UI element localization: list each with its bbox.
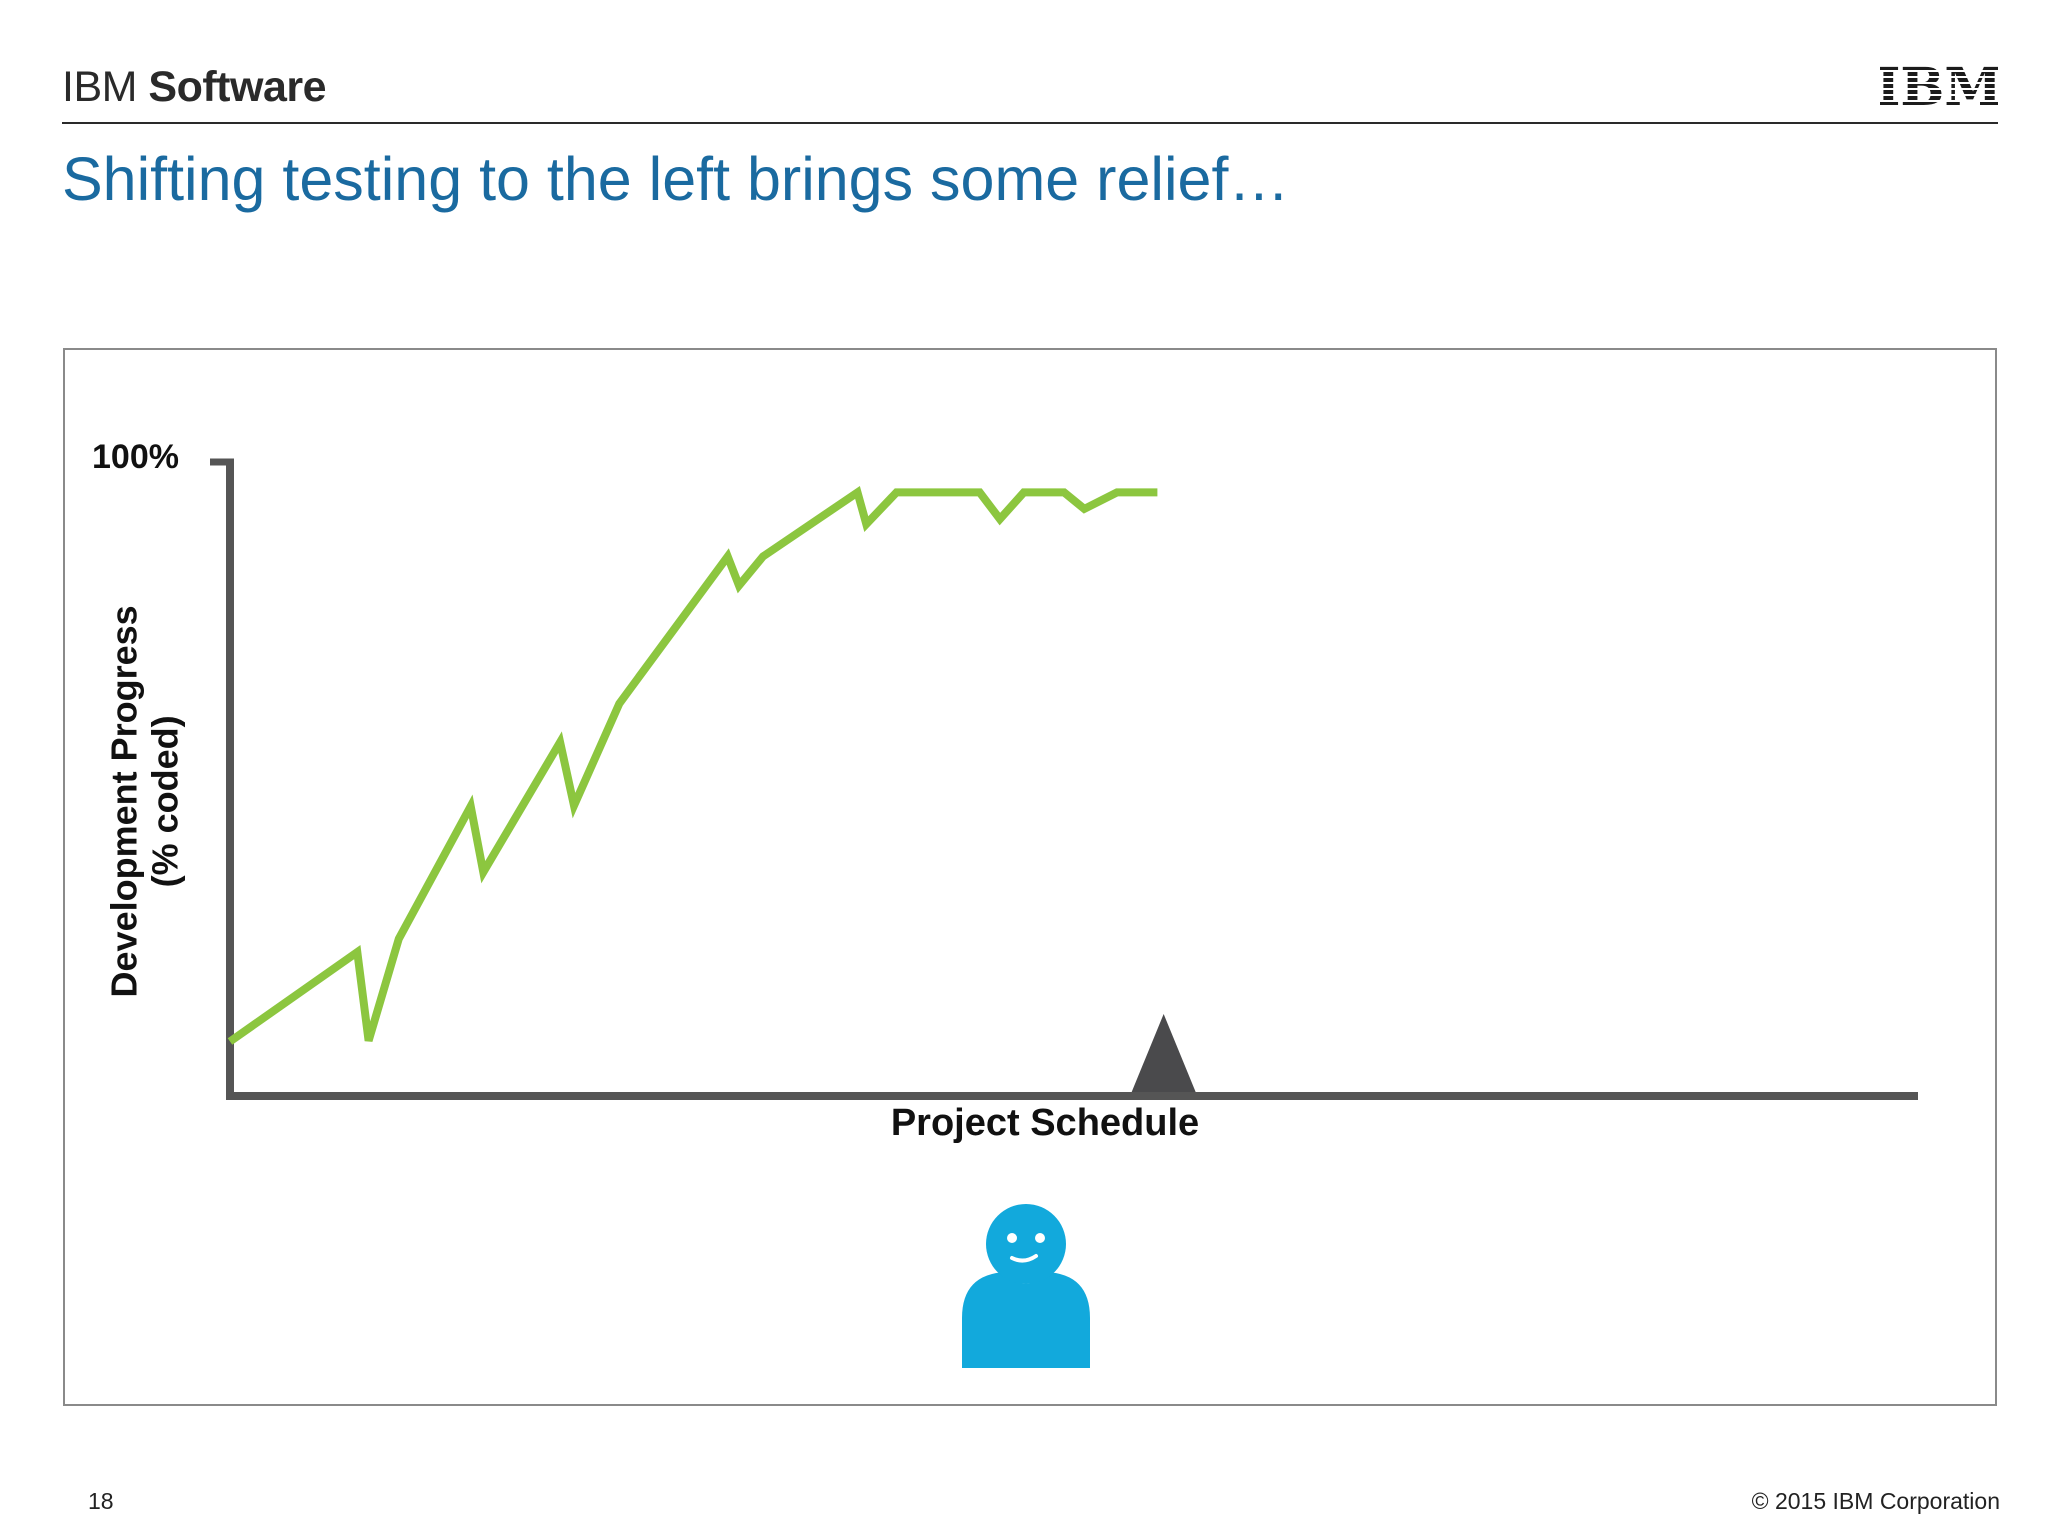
avatar-left-eye [1007, 1233, 1017, 1243]
avatar-head [986, 1204, 1066, 1284]
page-number: 18 [88, 1488, 114, 1514]
brand-product: Software [148, 63, 327, 111]
schedule-marker-triangle [1131, 1014, 1196, 1092]
header-divider [62, 122, 1998, 124]
smiling-person-icon [962, 1204, 1090, 1368]
avatar-body [962, 1272, 1090, 1368]
series-line [227, 485, 1158, 1045]
ibm-logo-text: IBM [1880, 60, 1998, 110]
avatar-smile [1010, 1254, 1038, 1263]
y-axis-label-line-2: (% coded) [145, 715, 186, 888]
y-axis-label: Development Progress (% coded) [104, 501, 187, 1101]
page-title: Shifting testing to the left brings some… [62, 145, 1290, 213]
y-axis-label-line-1: Development Progress [103, 605, 145, 998]
x-axis-label: Project Schedule [890, 1102, 1200, 1144]
brand-header: IBM Software [62, 63, 327, 111]
brand-company: IBM [62, 63, 137, 111]
ibm-striped-logo-icon: IBM [1880, 60, 1998, 110]
avatar-right-eye [1035, 1233, 1045, 1243]
copyright: © 2015 IBM Corporation [1751, 1488, 2000, 1514]
y-tick-label-100: 100% [92, 438, 179, 476]
